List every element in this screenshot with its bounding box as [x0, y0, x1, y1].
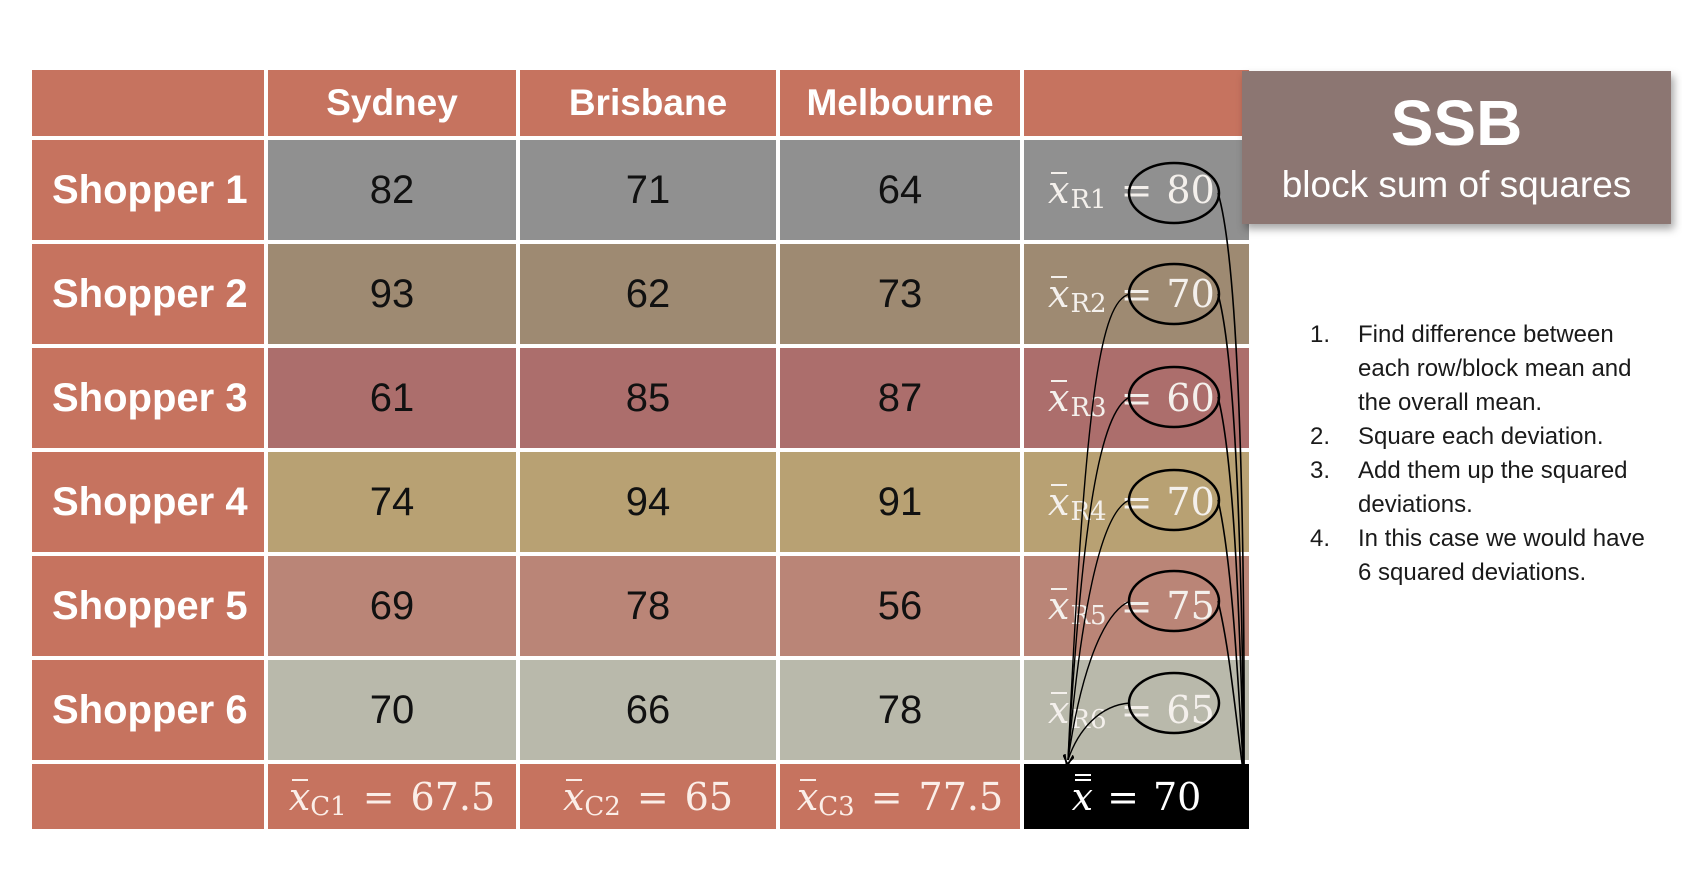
row-label: Shopper 2	[32, 244, 264, 344]
header-mean	[1024, 70, 1249, 136]
table-cell: 85	[520, 348, 776, 448]
header-melbourne: Melbourne	[780, 70, 1020, 136]
row-mean-cell: x R2 = 70	[1024, 244, 1249, 344]
row-mean-cell: x R6 = 65	[1024, 660, 1249, 760]
row-mean-cell: x R3 = 60	[1024, 348, 1249, 448]
row-mean-cell: x R5 = 75	[1024, 556, 1249, 656]
table-cell: 87	[780, 348, 1020, 448]
data-table: Sydney Brisbane Melbourne Shopper 1 82 7…	[32, 70, 1249, 829]
row-mean-value: 80	[1166, 168, 1215, 212]
step-text: Add them up the squared deviations.	[1358, 457, 1628, 518]
list-item: 4. In this case we would have 6 squared d…	[1310, 522, 1655, 590]
header-sydney: Sydney	[268, 70, 516, 136]
table-cell: 66	[520, 660, 776, 760]
list-item: 2. Square each deviation.	[1310, 420, 1655, 454]
mean-symbol: x	[1048, 688, 1070, 732]
table-cell: 78	[520, 556, 776, 656]
row-mean-value: 70	[1166, 272, 1215, 316]
step-number: 2.	[1310, 423, 1331, 450]
row-mean-cell: x R4 = 70	[1024, 452, 1249, 552]
slide-title: SSB	[1390, 87, 1523, 159]
table-cell: 69	[268, 556, 516, 656]
list-item: 3. Add them up the squared deviations.	[1310, 454, 1655, 522]
header-corner	[32, 70, 264, 136]
column-mean-value: 67.5	[410, 774, 496, 819]
row-label: Shopper 1	[32, 140, 264, 240]
mean-symbol: x	[1048, 584, 1070, 628]
table-cell: 61	[268, 348, 516, 448]
column-mean-symbol: x	[288, 774, 311, 819]
equals-sign: =	[362, 774, 395, 819]
row-mean-value: 60	[1166, 376, 1215, 420]
list-item: 1. Find difference between each row/block…	[1310, 318, 1655, 420]
column-mean-cell: x C3 = 77.5	[780, 764, 1020, 829]
mean-symbol: x	[1048, 168, 1070, 212]
table-cell: 64	[780, 140, 1020, 240]
mean-symbol: x	[1048, 272, 1070, 316]
mean-subscript: R5	[1070, 601, 1107, 631]
column-mean-value: 77.5	[918, 774, 1004, 819]
mean-symbol: x	[1048, 480, 1070, 524]
mean-subscript: R2	[1070, 289, 1107, 319]
grand-mean-value: 70	[1152, 774, 1202, 819]
step-text: Find difference between each row/block m…	[1358, 321, 1632, 416]
step-number: 1.	[1310, 321, 1331, 348]
slide-subtitle: block sum of squares	[1281, 164, 1632, 205]
table-cell: 73	[780, 244, 1020, 344]
row-mean-value: 70	[1166, 480, 1215, 524]
column-mean-subscript: C2	[584, 791, 621, 822]
title-box: SSB block sum of squares	[1242, 71, 1671, 224]
column-mean-cell: x C2 = 65	[520, 764, 776, 829]
mean-symbol: x	[1048, 376, 1070, 420]
mean-subscript: R3	[1070, 393, 1107, 423]
table-cell: 94	[520, 452, 776, 552]
equals-sign: =	[1107, 774, 1139, 819]
column-mean-symbol: x	[562, 774, 585, 819]
grand-mean-symbol: x	[1071, 773, 1094, 819]
grand-mean-cell: x = 70	[1024, 764, 1249, 829]
table-cell: 56	[780, 556, 1020, 656]
header-brisbane: Brisbane	[520, 70, 776, 136]
table-cell: 62	[520, 244, 776, 344]
row-label: Shopper 3	[32, 348, 264, 448]
equals-sign: =	[870, 774, 903, 819]
table-cell: 93	[268, 244, 516, 344]
column-mean-subscript: C3	[818, 791, 855, 822]
table-cell: 78	[780, 660, 1020, 760]
table-cell: 91	[780, 452, 1020, 552]
column-mean-subscript: C1	[310, 791, 347, 822]
equals-sign: =	[636, 774, 669, 819]
footer-corner	[32, 764, 264, 829]
step-number: 3.	[1310, 457, 1331, 484]
row-label: Shopper 5	[32, 556, 264, 656]
step-text: Square each deviation.	[1358, 423, 1604, 450]
row-mean-value: 65	[1166, 688, 1215, 732]
mean-subscript: R6	[1070, 705, 1107, 735]
row-mean-value: 75	[1166, 584, 1215, 628]
step-text: In this case we would have 6 squared dev…	[1358, 525, 1645, 586]
table-cell: 71	[520, 140, 776, 240]
step-number: 4.	[1310, 525, 1331, 552]
row-label: Shopper 4	[32, 452, 264, 552]
row-mean-cell: x R1 = 80	[1024, 140, 1249, 240]
table-cell: 70	[268, 660, 516, 760]
column-mean-cell: x C1 = 67.5	[268, 764, 516, 829]
table-cell: 82	[268, 140, 516, 240]
table-cell: 74	[268, 452, 516, 552]
mean-subscript: R4	[1070, 497, 1107, 527]
column-mean-symbol: x	[796, 774, 819, 819]
mean-subscript: R1	[1070, 185, 1107, 215]
steps-list: 1. Find difference between each row/block…	[1310, 318, 1655, 590]
row-label: Shopper 6	[32, 660, 264, 760]
column-mean-value: 65	[684, 774, 734, 819]
